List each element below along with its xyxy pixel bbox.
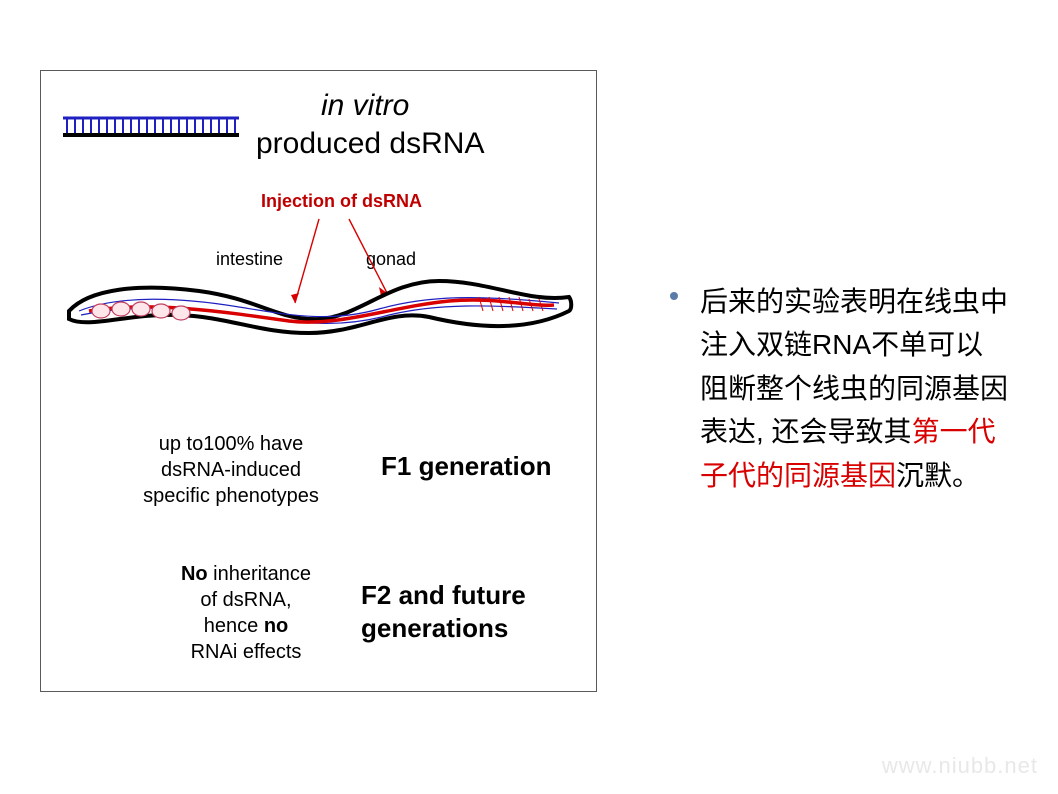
f1-generation-label: F1 generation [381, 451, 551, 482]
f1-desc-line3: specific phenotypes [143, 485, 319, 507]
f2-line4: RNAi effects [191, 641, 302, 663]
f2-right-line2: generations [361, 613, 508, 643]
f2-no-1: No [181, 563, 208, 585]
bullet-paragraph: 后来的实验表明在线虫中注入双链RNA不单可以阻断整个线虫的同源基因表达, 还会导… [700, 280, 1010, 497]
f2-generation-label: F2 and future generations [361, 579, 526, 644]
watermark: www.niubb.net [882, 753, 1038, 779]
bullet-dot-icon [670, 292, 678, 300]
produced-dsrna-label: produced dsRNA [256, 127, 484, 161]
injection-label: Injection of dsRNA [261, 191, 422, 212]
f2-line2: of dsRNA, [200, 589, 291, 611]
f1-desc-line2: dsRNA-induced [161, 459, 301, 481]
diagram-box: in vitro produced dsRNA Injection of dsR… [40, 70, 597, 692]
bullet-text: 后来的实验表明在线虫中注入双链RNA不单可以阻断整个线虫的同源基因表达, 还会导… [700, 280, 1010, 497]
f2-rest-1: inheritance [208, 563, 311, 585]
dsrna-icon [63, 115, 239, 139]
f1-description: up to100% have dsRNA-induced specific ph… [136, 431, 326, 509]
in-vitro-label: in vitro [321, 89, 409, 123]
f1-desc-line1: up to100% have [159, 433, 304, 455]
f2-no-2: no [264, 615, 288, 637]
f2-line3a: hence [204, 615, 264, 637]
f2-right-line1: F2 and future [361, 580, 526, 610]
worm-diagram [59, 211, 579, 371]
bullet-post: 沉默。 [896, 460, 980, 491]
f2-description: No inheritance of dsRNA, hence no RNAi e… [146, 561, 346, 665]
